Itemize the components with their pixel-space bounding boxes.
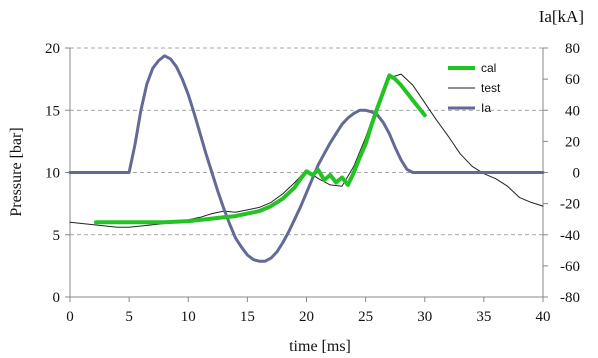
y-right-axis-title: Ia[kA]	[539, 7, 584, 26]
legend-label-cal: cal	[481, 61, 496, 75]
y-right-tick-label: -60	[560, 259, 580, 275]
x-tick-label: 30	[417, 309, 432, 325]
y-right-tick-label: 0	[573, 166, 581, 182]
y-left-tick-label: 20	[45, 41, 60, 57]
x-axis-title: time [ms]	[289, 338, 351, 355]
grid-lines	[70, 47, 543, 236]
x-tick-label: 5	[125, 309, 133, 325]
series-line-test	[69, 73, 544, 228]
series-lines	[68, 54, 545, 263]
y-right-tick-label: -20	[560, 197, 580, 213]
y-right-tick-label: -40	[560, 228, 580, 244]
x-tick-label: 25	[358, 309, 373, 325]
y-left-tick-label: 10	[45, 166, 60, 182]
y-left-tick-label: 0	[53, 290, 61, 306]
x-tick-label: 10	[181, 309, 196, 325]
y-left-tick-label: 5	[53, 228, 61, 244]
x-tick-label: 15	[240, 309, 255, 325]
legend-label-ia: Ia	[481, 101, 491, 115]
y-right-tick-label: 80	[565, 41, 580, 57]
x-tick-label: 0	[66, 309, 74, 325]
series-line-ia	[68, 54, 545, 263]
y-right-tick-label: 60	[565, 72, 580, 88]
series-line-cal	[94, 73, 427, 225]
y-left-tick-label: 15	[45, 103, 60, 119]
x-tick-label: 40	[536, 309, 551, 325]
legend-label-test: test	[481, 81, 501, 95]
y-right-tick-label: -80	[560, 290, 580, 306]
legend: cal test Ia	[448, 61, 501, 115]
y-right-tick-label: 20	[565, 134, 580, 150]
y-left-axis-title: Pressure [bar]	[8, 127, 25, 216]
x-tick-label: 35	[476, 309, 491, 325]
tick-labels: 0 5 10 15 20 25 30 35 40 0 5 10 15 20 -80 -60 -40 -20 0 20 4…	[45, 41, 580, 325]
y-right-tick-label: 40	[565, 103, 580, 119]
x-tick-label: 20	[299, 309, 314, 325]
axes	[65, 47, 548, 302]
